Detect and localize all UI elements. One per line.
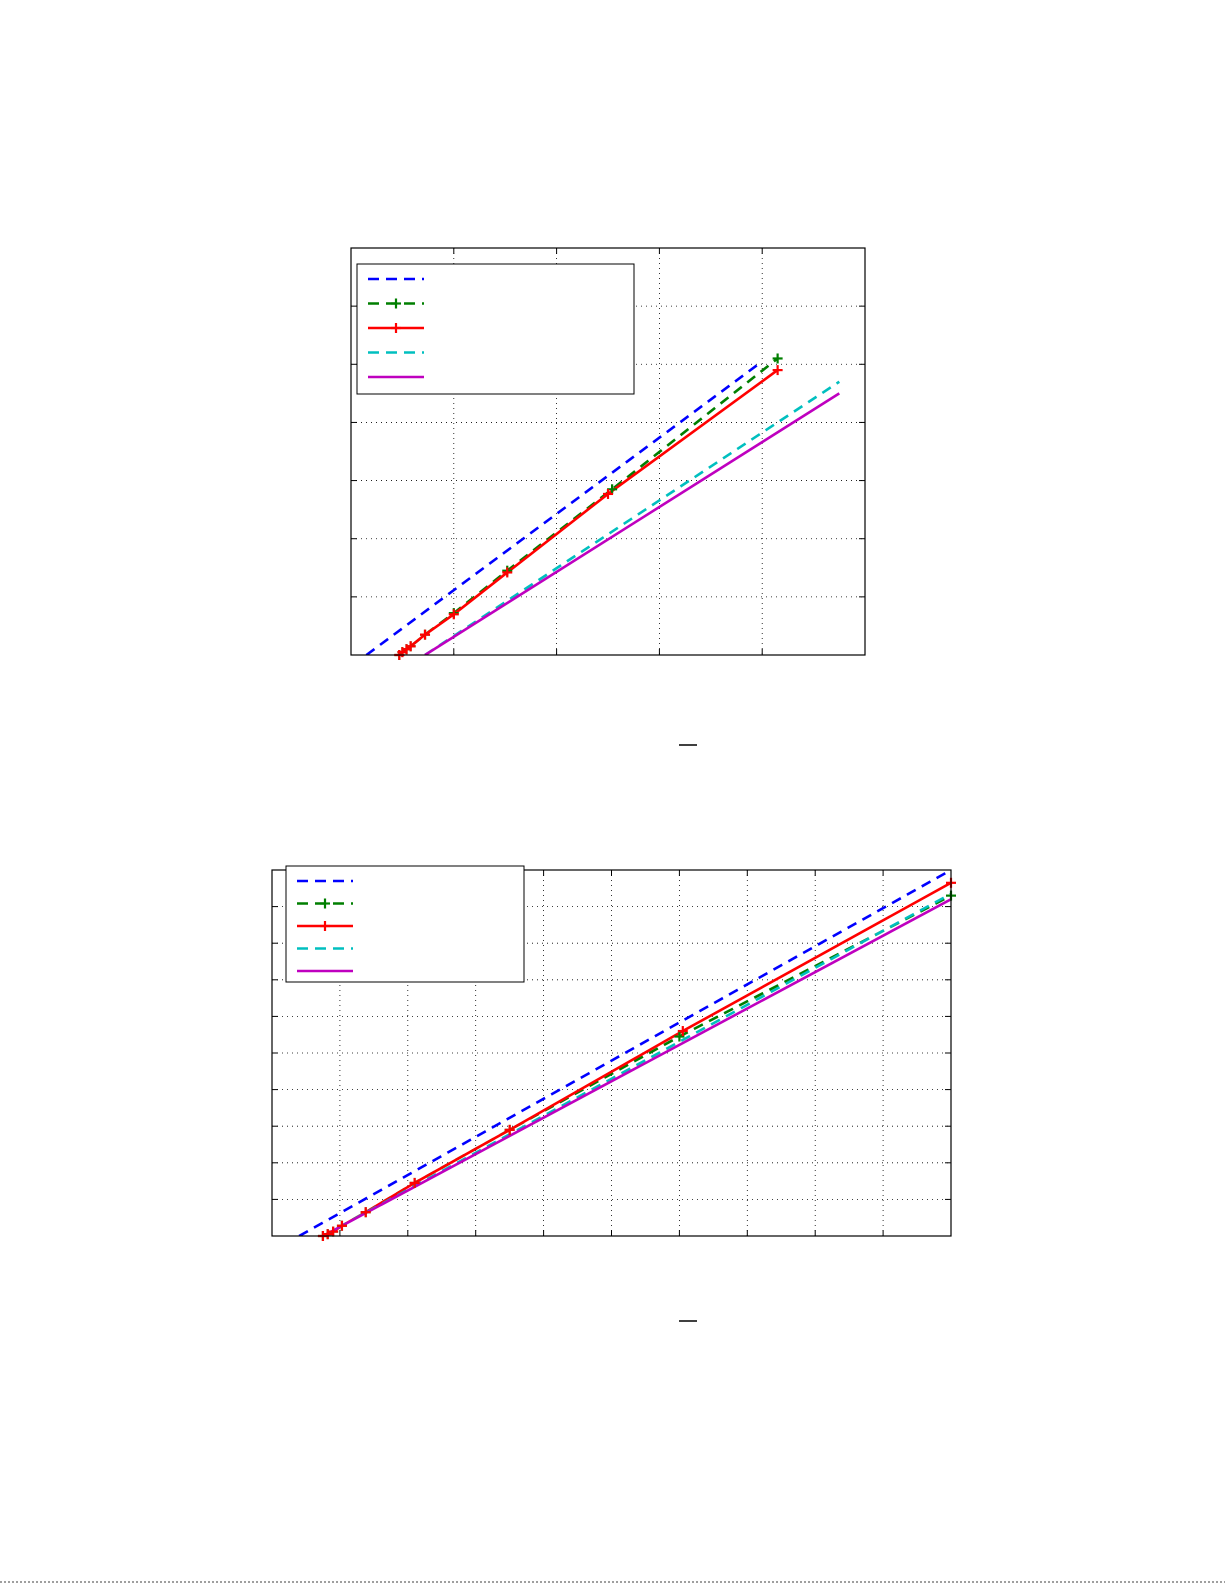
series-green-marker xyxy=(674,1031,685,1042)
series-red-marker xyxy=(603,488,613,499)
series-red-marker xyxy=(336,1220,347,1231)
series-red-marker xyxy=(409,1177,420,1188)
axes-frame xyxy=(350,247,866,656)
series-red-marker xyxy=(322,1229,333,1240)
series-red-marker xyxy=(677,1026,688,1037)
legend-box xyxy=(285,865,525,983)
series-red-marker xyxy=(420,629,431,640)
series-red-marker xyxy=(405,641,416,652)
series-magenta-line xyxy=(424,392,840,655)
legend xyxy=(285,865,525,983)
series-magenta-line xyxy=(322,898,951,1236)
series-red-marker xyxy=(328,1226,339,1237)
legend xyxy=(356,263,635,395)
legend-entry-green-marker xyxy=(391,298,401,309)
legend-entry-green-marker xyxy=(320,898,330,909)
series-red-marker xyxy=(360,1207,371,1218)
series-green-line xyxy=(398,357,779,655)
legend-entry-red-marker xyxy=(320,921,330,931)
series-red-marker xyxy=(448,609,459,620)
legend-entry-red-marker xyxy=(391,323,401,333)
series-red-marker xyxy=(502,567,513,578)
series-blue-line xyxy=(365,360,763,655)
series-cyan-line xyxy=(424,380,841,655)
chart-bottom xyxy=(271,865,956,1241)
axes-frame xyxy=(271,869,952,1237)
plot-area xyxy=(365,357,841,655)
series-red-marker xyxy=(772,365,783,376)
series-green-marker xyxy=(772,353,783,364)
series-red-marker xyxy=(504,1124,515,1135)
chart-top xyxy=(350,247,866,660)
series-blue-line xyxy=(298,870,951,1236)
